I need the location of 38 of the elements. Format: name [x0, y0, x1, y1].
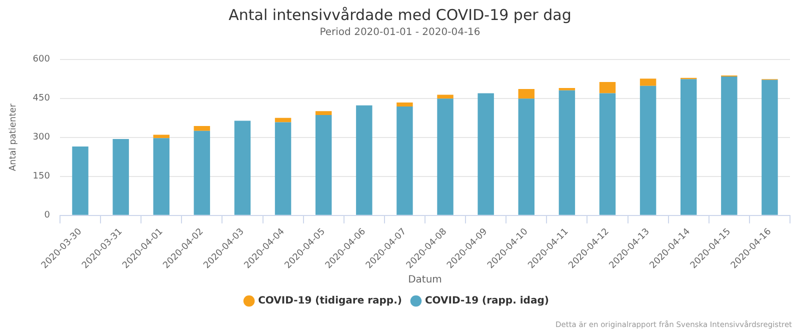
bar: [437, 98, 454, 215]
bar: [721, 76, 738, 215]
bar: [437, 94, 454, 99]
bar: [599, 82, 616, 94]
bar: [396, 106, 413, 215]
bar: [356, 105, 372, 215]
bar: [680, 79, 697, 215]
bar: [518, 98, 534, 215]
bar: [640, 78, 656, 86]
y-tick-label: 600: [32, 54, 50, 65]
legend-label: COVID-19 (tidigare rapp.): [258, 296, 402, 307]
bar: [396, 102, 413, 106]
bar: [72, 146, 88, 215]
x-axis-title: Datum: [408, 274, 442, 286]
bar: [558, 88, 576, 90]
y-tick-label: 450: [32, 94, 50, 104]
bar: [234, 120, 251, 215]
bar: [274, 122, 292, 215]
bar: [274, 118, 292, 122]
bar: [315, 115, 332, 215]
y-tick-label: 300: [32, 132, 50, 143]
bar: [112, 138, 129, 215]
bar: [315, 111, 332, 116]
y-tick-label: 0: [44, 210, 50, 221]
bar: [762, 80, 778, 215]
chart-title: Antal intensivvårdade med COVID-19 per dag: [228, 6, 572, 24]
bar: [599, 93, 616, 215]
legend-label: COVID-19 (rapp. idag): [424, 296, 549, 307]
bar: [478, 93, 494, 215]
bar: [640, 86, 656, 215]
bar: [518, 89, 534, 99]
bar: [194, 126, 210, 131]
chart-subtitle: Period 2020-01-01 - 2020-04-16: [318, 27, 482, 38]
y-tick-label: 150: [32, 172, 50, 182]
bar: [153, 138, 170, 215]
bar: [194, 130, 210, 215]
bar: [558, 90, 576, 215]
y-axis-title: Antal patienter: [8, 103, 19, 172]
